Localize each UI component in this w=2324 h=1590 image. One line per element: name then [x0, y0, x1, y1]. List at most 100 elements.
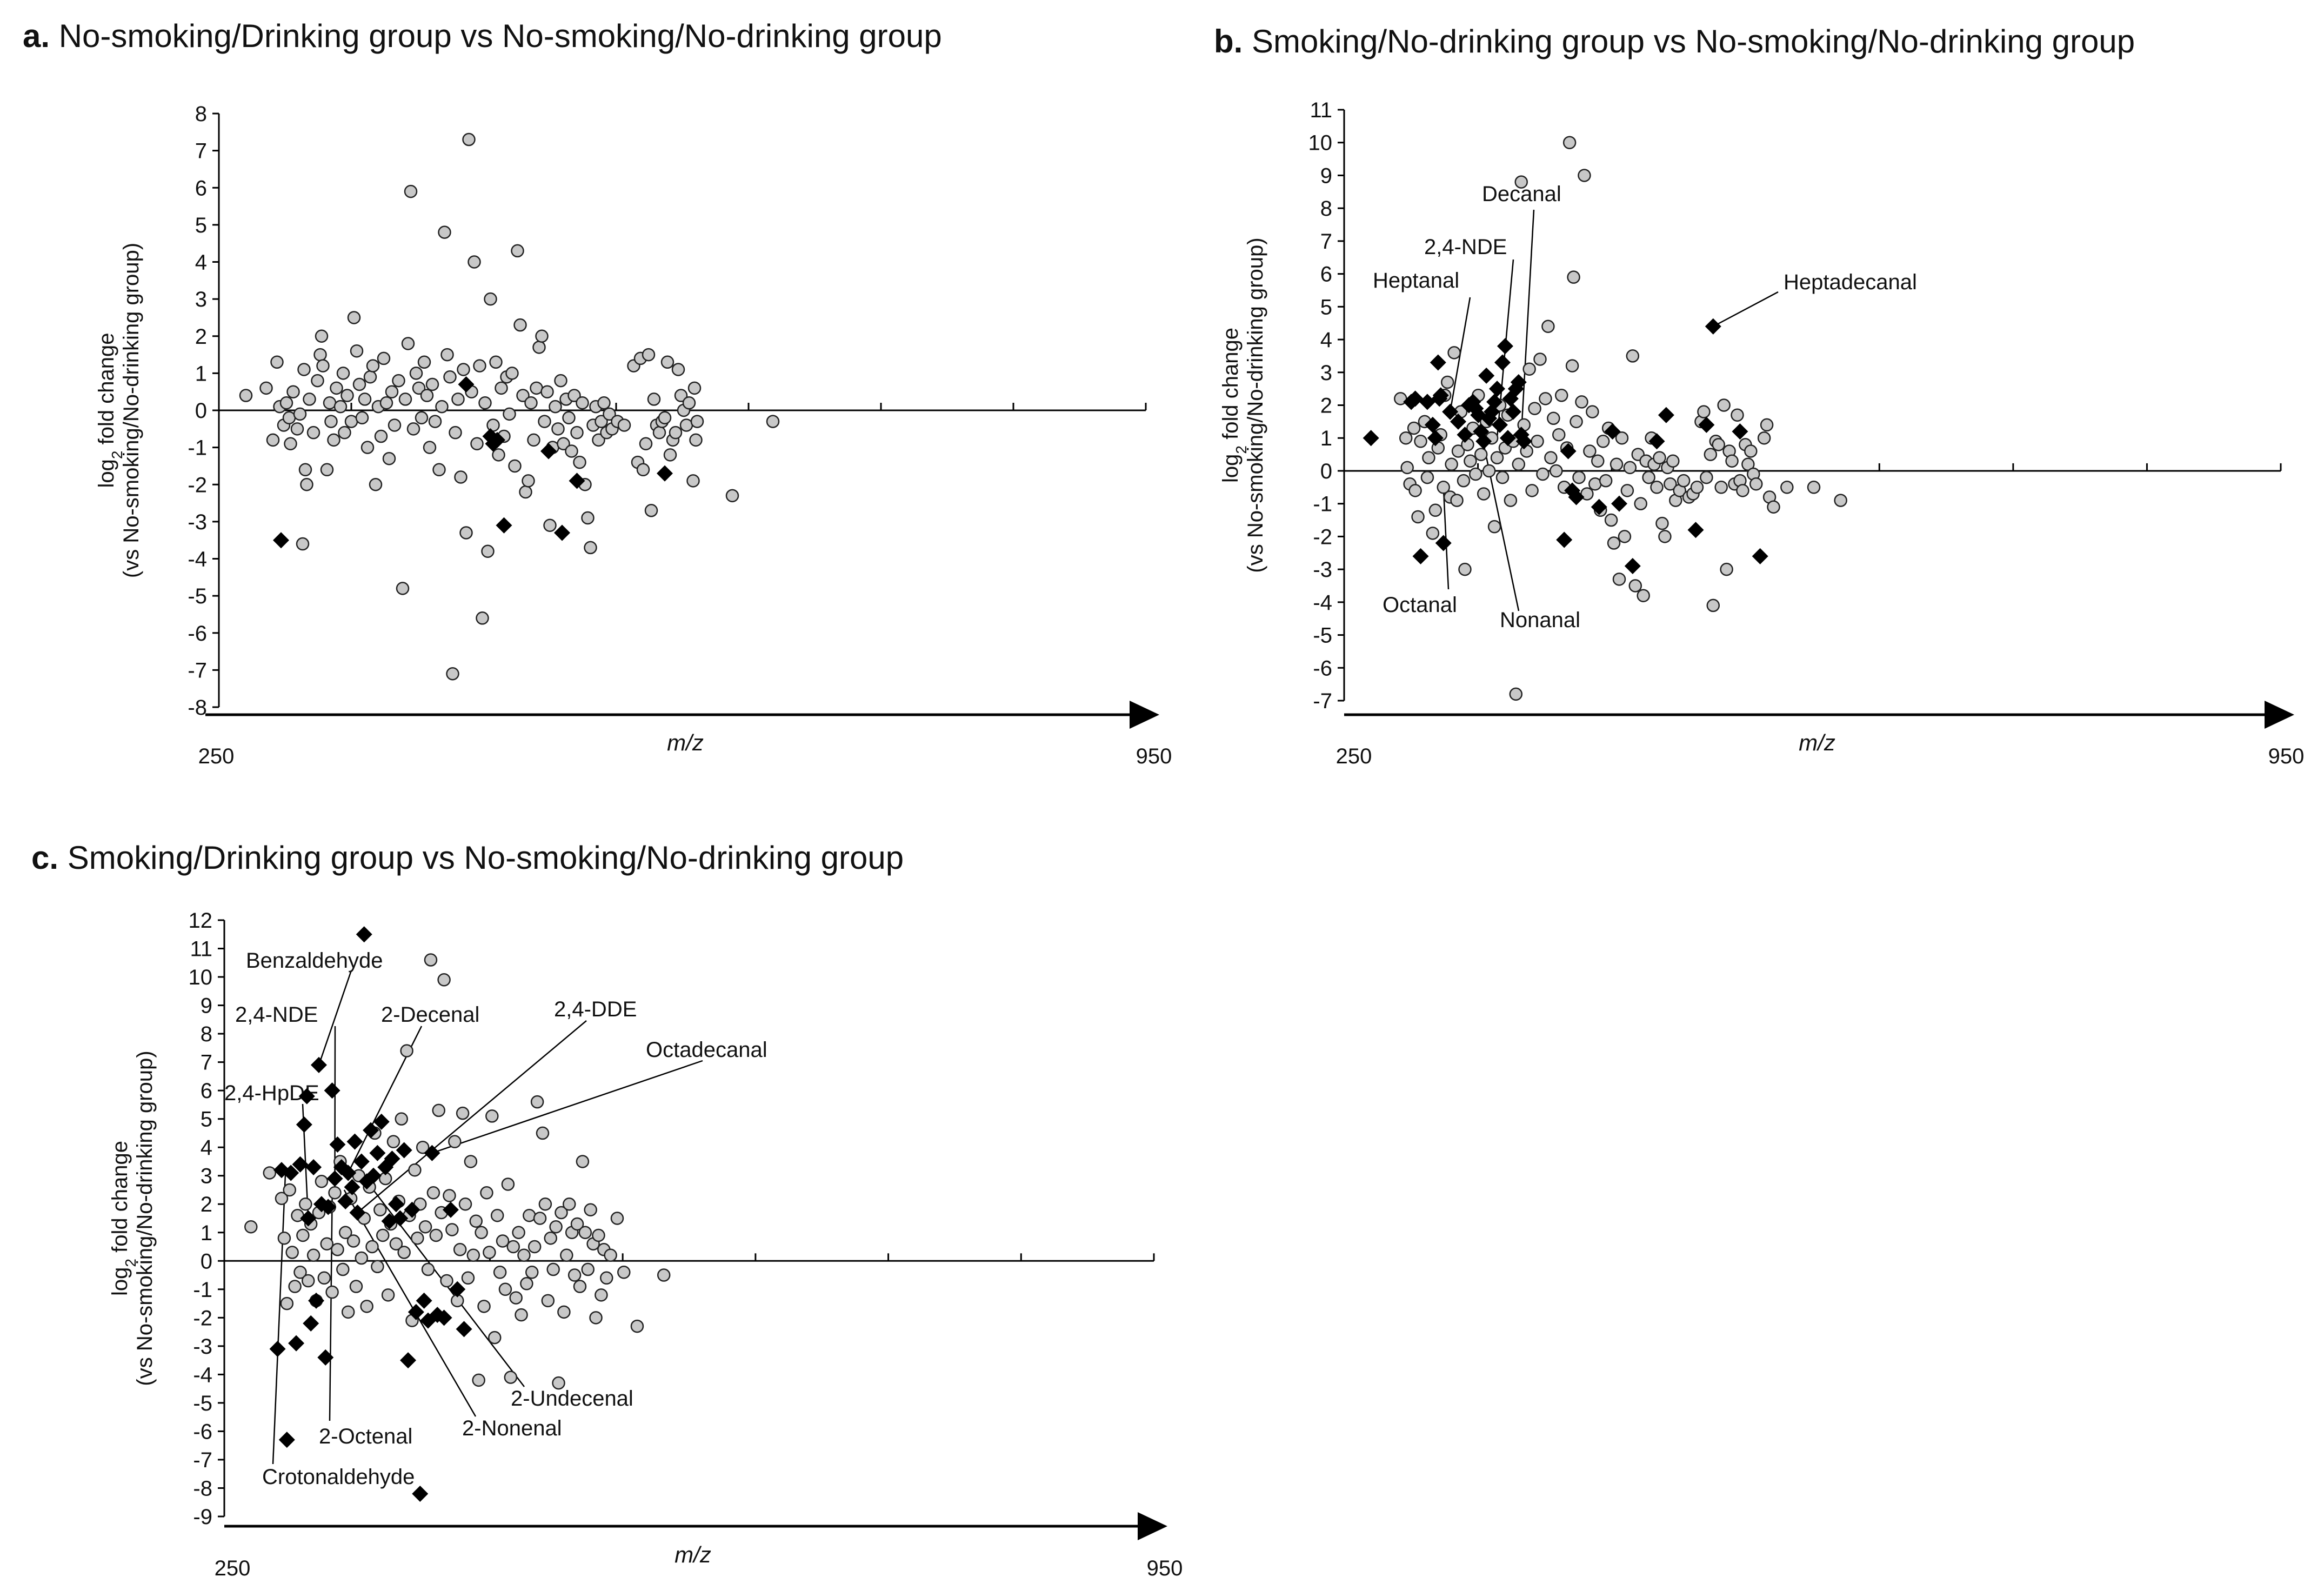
y-tick-label: -2: [1313, 525, 1332, 549]
data-point-other: [423, 441, 437, 454]
data-point-other: [1700, 470, 1713, 484]
data-point-other: [576, 1155, 590, 1168]
data-point-other: [408, 1163, 422, 1177]
data-point-other: [327, 433, 340, 447]
y-axis-label-sub: (vs No-smoking/No-drinking group): [133, 1050, 157, 1386]
data-point-other: [473, 359, 486, 372]
data-point-other: [386, 1135, 400, 1148]
data-point-other: [690, 415, 704, 428]
data-point-aldehyde: [320, 1199, 337, 1215]
data-point-other: [1509, 687, 1523, 701]
data-point-other: [1567, 270, 1580, 284]
data-point-other: [1655, 516, 1669, 530]
y-tick-label: -3: [193, 1335, 212, 1359]
data-point-other: [501, 1177, 515, 1191]
data-point-aldehyde: [1419, 394, 1435, 410]
data-point-other: [493, 1266, 507, 1279]
data-point-other: [689, 433, 703, 447]
data-point-other: [344, 415, 358, 428]
data-point-other: [451, 392, 465, 406]
data-point-other: [1744, 444, 1758, 458]
y-tick-label: -6: [1313, 656, 1332, 680]
data-point-aldehyde: [1497, 338, 1513, 355]
data-point-other: [503, 407, 516, 421]
y-tick-label: 7: [201, 1051, 212, 1075]
data-point-other: [282, 411, 296, 424]
data-point-other: [725, 489, 739, 503]
data-point-other: [1642, 470, 1655, 484]
data-point-other: [330, 381, 343, 395]
annotation-label: 2-Decenal: [381, 1003, 479, 1027]
data-point-aldehyde: [400, 1352, 417, 1369]
data-point-other: [449, 425, 462, 440]
data-point-other: [325, 1285, 339, 1299]
data-point-other: [1658, 530, 1672, 543]
data-point-other: [541, 1294, 555, 1308]
y-axis-label-sub: (vs No-smoking/No-drinking group): [1244, 237, 1267, 573]
data-point-other: [1554, 389, 1568, 402]
data-point-other: [1780, 481, 1794, 494]
data-point-other: [1626, 349, 1640, 363]
data-point-other: [346, 1234, 360, 1248]
data-point-other: [456, 1106, 470, 1120]
data-point-other: [296, 537, 310, 551]
data-point-aldehyde: [1424, 416, 1441, 433]
data-point-other: [508, 459, 522, 473]
data-point-other: [488, 1330, 502, 1345]
y-tick-label: 7: [1320, 230, 1332, 254]
data-point-aldehyde: [456, 1321, 472, 1338]
data-point-other: [462, 132, 476, 147]
data-point-other: [275, 1192, 289, 1205]
y-tick-label: -8: [193, 1476, 212, 1500]
data-point-aldehyde: [1407, 390, 1424, 407]
data-point-aldehyde: [1432, 387, 1449, 404]
y-tick-label: 11: [1310, 98, 1332, 122]
data-point-aldehyde: [273, 532, 289, 549]
data-point-other: [560, 1248, 573, 1262]
data-point-other: [1610, 457, 1624, 471]
data-point-other: [1612, 573, 1626, 586]
y-tick-label: 7: [195, 139, 207, 163]
data-point-other: [415, 411, 429, 424]
y-tick-label: -2: [188, 473, 207, 497]
data-point-aldehyde: [363, 1122, 379, 1139]
data-point-other: [1607, 536, 1621, 550]
data-point-aldehyde: [1752, 548, 1768, 564]
data-point-other: [420, 389, 434, 402]
y-axis-label: log2 fold change: [1219, 328, 1250, 483]
data-point-other: [397, 1246, 411, 1259]
data-point-other: [259, 381, 273, 395]
annotation-label: Benzaldehyde: [246, 949, 383, 973]
data-point-other: [377, 351, 391, 365]
data-point-other: [279, 396, 293, 410]
data-point-other: [1720, 562, 1733, 576]
mz-arrowhead: [1138, 1512, 1167, 1540]
data-point-other: [453, 1243, 467, 1256]
data-point-other: [1572, 470, 1586, 484]
y-tick-label: -7: [193, 1448, 212, 1472]
data-point-other: [679, 418, 693, 432]
data-point-other: [406, 422, 420, 436]
data-point-aldehyde: [392, 1210, 409, 1227]
data-point-other: [379, 396, 393, 410]
chart-a: -8 -7 -6 -5 -4 -3 -2 -1 0 1 2 3 4 5 6 7 8 250 950 m/z log2 f…: [95, 102, 1172, 768]
data-point-other: [1399, 431, 1413, 445]
data-point-aldehyde: [369, 1145, 386, 1161]
mz-arrowhead: [1130, 701, 1159, 729]
data-point-other: [489, 355, 503, 369]
data-point-other: [296, 1228, 310, 1242]
data-point-aldehyde: [1604, 423, 1621, 440]
data-point-other: [527, 1240, 542, 1254]
data-point-other: [485, 1109, 499, 1123]
data-point-other: [461, 1271, 475, 1285]
data-point-other: [1623, 461, 1637, 475]
annotation-label: 2-Nonenal: [462, 1416, 562, 1440]
data-point-aldehyde: [337, 1193, 354, 1209]
data-point-other: [336, 1262, 350, 1276]
data-point-other: [1469, 467, 1482, 481]
data-point-other: [511, 244, 524, 258]
data-point-other: [352, 377, 366, 391]
x-axis-label: m/z: [675, 1542, 711, 1567]
data-point-other: [1541, 320, 1555, 334]
